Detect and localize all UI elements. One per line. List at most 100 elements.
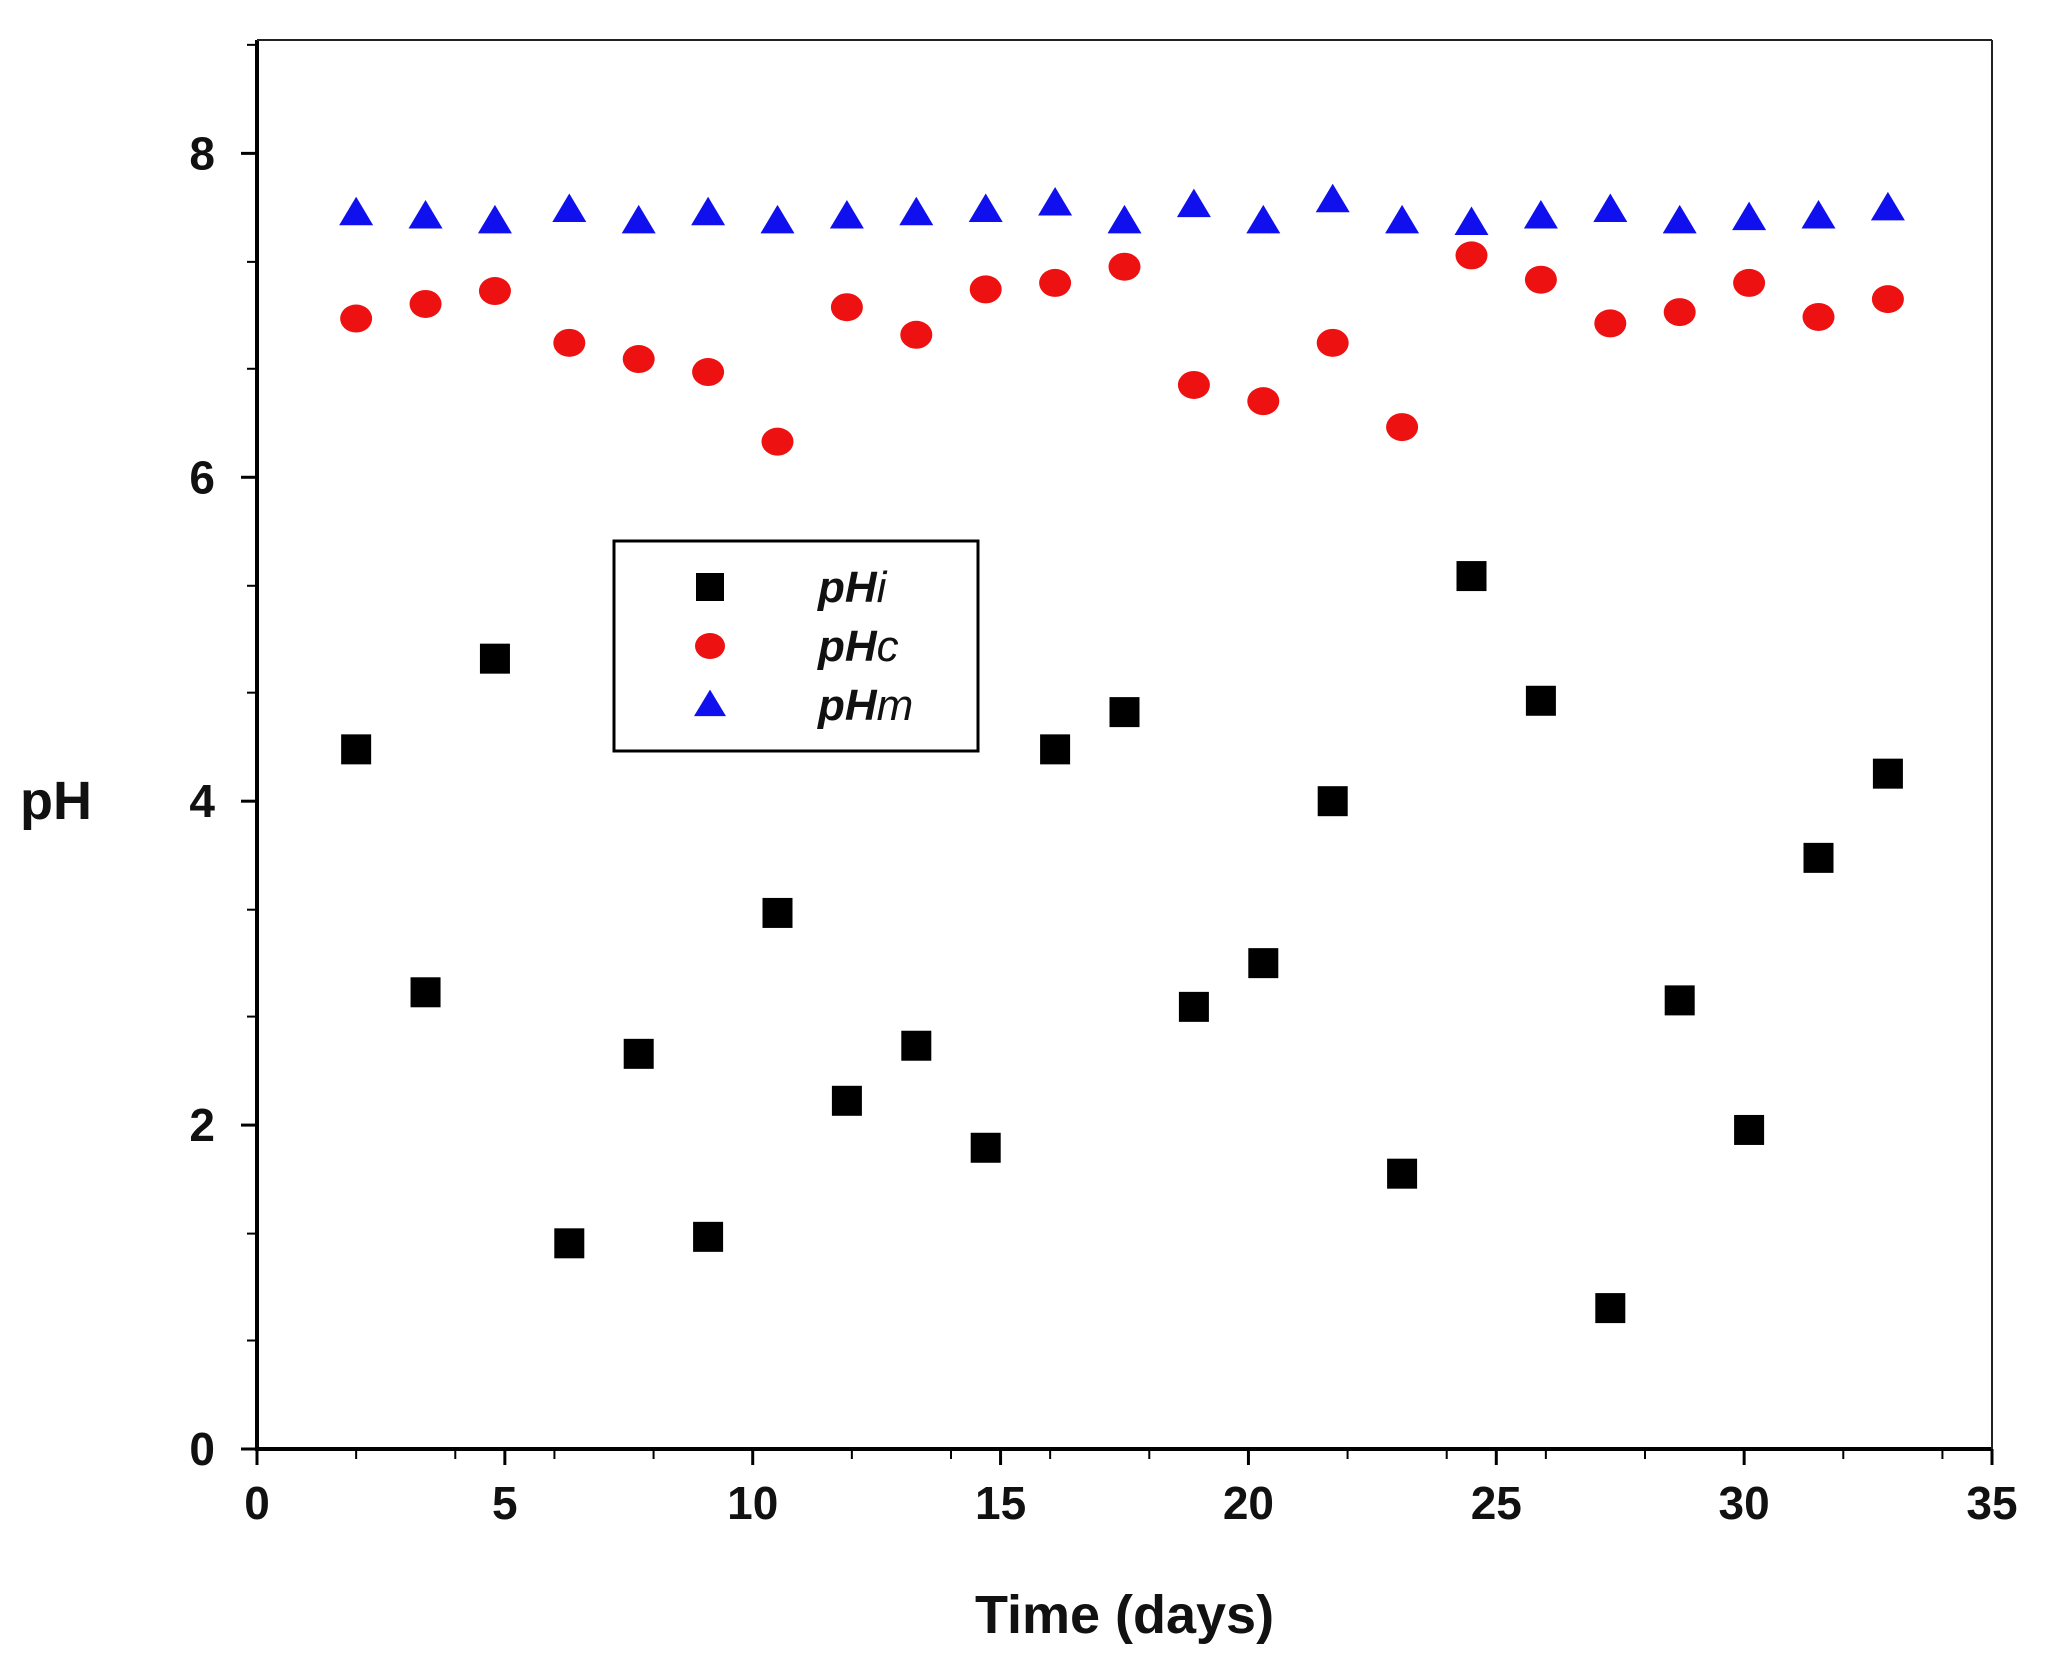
pHm-point [552,193,587,223]
legend-marker-pHc [695,633,725,659]
x-tick-label: 20 [1223,1477,1274,1529]
pHc-point [830,293,863,322]
x-tick-label: 15 [975,1477,1026,1529]
pHi-point [341,734,372,765]
pHm-point [1385,204,1420,234]
legend-label-pHi: pHi [817,563,888,612]
axis-ticks: 0 5 10 15 20 25 30 35 0 2 4 6 8 [189,43,2018,1529]
pHm-point [829,199,864,229]
pHc-point [340,304,373,333]
pHc-point [1524,265,1557,294]
pHc-point [409,289,442,318]
pHc-point [1247,387,1280,416]
pHm-point [477,204,512,234]
y-tick-label: 0 [189,1423,215,1475]
pHc-point [553,328,586,357]
pHi-point [1178,991,1209,1022]
pHm-point [1315,183,1350,213]
pHc-point [1663,298,1696,327]
pHi-point [623,1038,654,1069]
x-tick-label: 10 [727,1477,778,1529]
pHm-point [408,199,443,229]
x-tick-label: 30 [1719,1477,1770,1529]
pHm-point [1593,193,1628,223]
legend-marker-pHm [694,689,726,717]
legend-label-pHc: pHc [817,622,899,671]
pHm-point [899,196,934,226]
pHc-point [622,345,655,374]
legend-marker-pHi [696,573,724,601]
y-tick-label: 2 [189,1099,215,1151]
pHc-point [1039,268,1072,297]
pHi-point [1387,1158,1418,1189]
pHi-point [410,977,441,1008]
pHi-point [693,1221,724,1252]
pHc-point [1316,328,1349,357]
pHm-point [1454,206,1489,235]
legend: pHi pHc pHm [612,539,980,753]
series-pHi [341,561,1903,1324]
pHm-point [1732,201,1767,231]
pHi-point [1664,985,1695,1016]
pHc-point [1108,252,1141,281]
legend-box [612,539,980,753]
pHi-point [1595,1293,1626,1324]
pHi-point [762,897,793,928]
pHi-point [479,643,510,674]
pHm-point [1107,204,1142,234]
y-tick-label: 8 [189,127,215,179]
pHc-point [1455,241,1488,270]
y-axis-title: pH [20,771,92,831]
y-tick-label: 4 [189,775,215,827]
pHc-point [1594,309,1627,338]
plot-frame [255,39,1993,1451]
pHc-point [692,358,725,387]
pHc-point [1733,268,1766,297]
series-pHm [339,183,1905,235]
pHc-point [761,427,794,456]
pHc-point [900,320,933,349]
pHc-point [478,277,511,306]
axis-labels: Time (days) pH [20,771,1274,1645]
y-tick-label: 6 [189,451,215,503]
pHm-point [1870,191,1905,221]
pHc-point [1871,285,1904,314]
pHc-point [1177,370,1210,399]
pHi-point [1872,758,1903,789]
pHi-point [1525,685,1556,716]
pHc-point [1802,302,1835,331]
pHm-point [339,196,374,226]
pHi-point [1734,1114,1765,1145]
legend-label-pHm: pHm [817,681,913,730]
pHm-point [691,196,726,226]
pHi-point [1109,697,1140,728]
pHi-point [554,1228,585,1259]
x-tick-label: 5 [492,1477,518,1529]
pHi-point [1456,561,1487,592]
data-series [339,183,1905,1324]
pHm-point [1801,199,1836,229]
pHc-point [969,275,1002,304]
pHi-point [1040,734,1071,765]
series-pHc [340,241,1904,456]
pHm-point [621,204,656,234]
pHm-point [1176,188,1211,218]
x-tick-label: 25 [1471,1477,1522,1529]
pHm-point [1523,199,1558,229]
x-axis-title: Time (days) [975,1585,1274,1645]
pHi-point [970,1132,1001,1163]
pHi-point [1317,786,1348,817]
pHi-point [831,1085,862,1116]
pHi-point [1248,948,1279,979]
pHi-point [901,1030,932,1061]
pHm-point [1246,204,1281,234]
pHm-point [1038,187,1073,216]
pHc-point [1386,413,1419,442]
pHi-point [1803,842,1834,873]
pHm-point [760,204,795,234]
x-tick-label: 0 [244,1477,270,1529]
pHm-point [968,193,1003,223]
x-tick-label: 35 [1966,1477,2017,1529]
pHm-point [1662,204,1697,234]
